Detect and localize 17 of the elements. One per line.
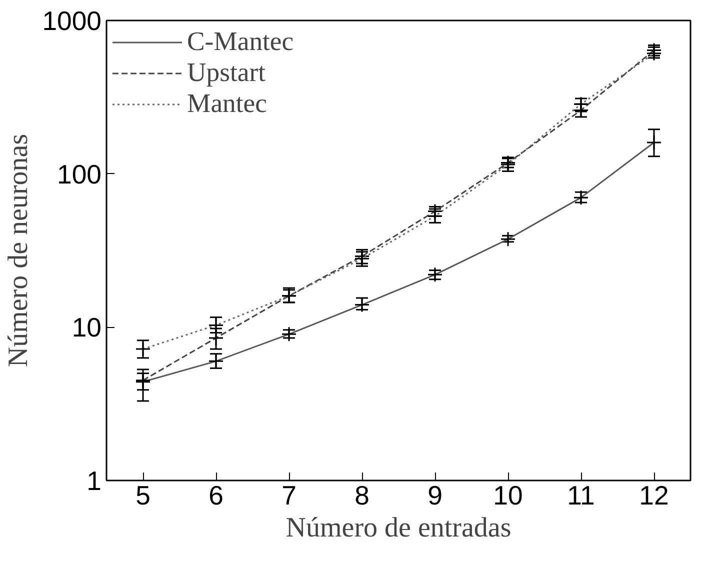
x-tick-label: 11 xyxy=(567,480,595,510)
x-tick-label: 10 xyxy=(493,480,523,510)
legend-label: Mantec xyxy=(187,88,267,119)
legend-label: Upstart xyxy=(187,57,266,88)
y-tick-label: 100 xyxy=(57,159,102,190)
y-tick-label: 1 xyxy=(86,466,102,496)
x-tick-label: 7 xyxy=(282,480,296,510)
x-tick-label: 9 xyxy=(428,480,442,510)
x-axis-title: Número de entradas xyxy=(286,512,512,544)
legend-label: C-Mantec xyxy=(187,26,294,57)
y-axis-title: Número de neuronas xyxy=(3,134,34,368)
x-tick-label: 5 xyxy=(136,480,150,510)
x-tick-label: 6 xyxy=(208,480,224,510)
x-tick-label: 8 xyxy=(354,480,370,510)
y-tick-label: 1000 xyxy=(42,6,102,36)
y-tick-label: 10 xyxy=(72,312,102,343)
x-tick-label: 12 xyxy=(639,480,669,510)
